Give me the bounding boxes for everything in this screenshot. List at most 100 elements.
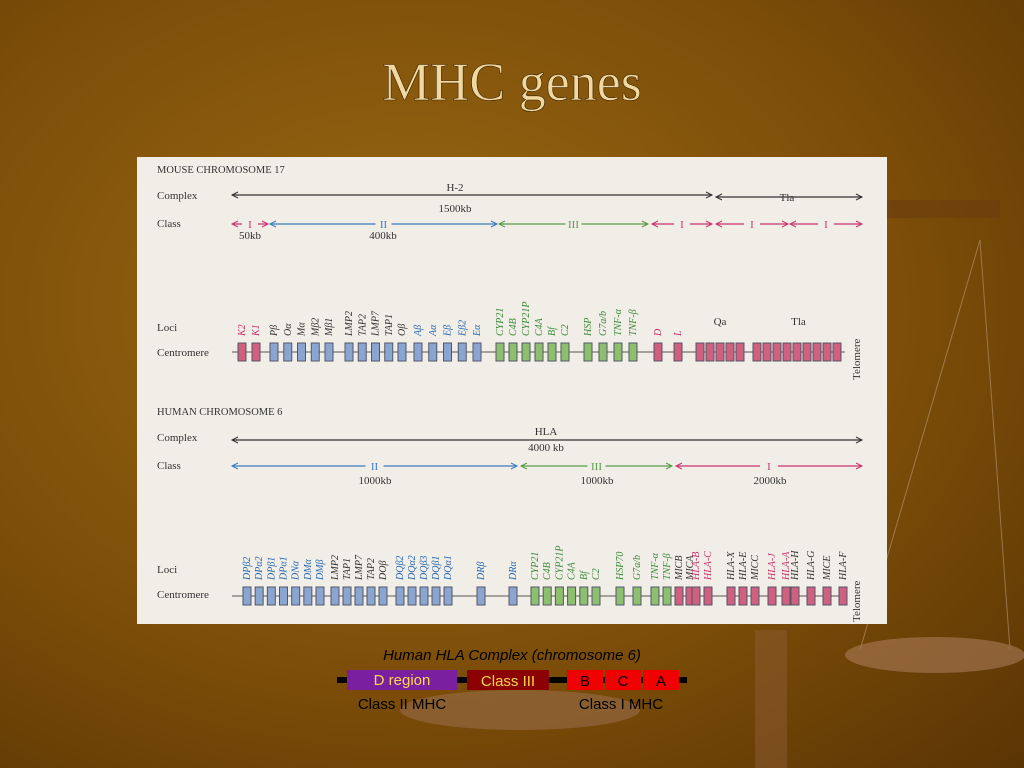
- gene-box: [344, 342, 354, 362]
- gene-label: C2: [560, 324, 571, 336]
- gene-label: TAP1: [384, 314, 395, 336]
- gene-label: HSP70: [615, 552, 626, 581]
- gene-box: [674, 586, 684, 606]
- class-label-bg: [365, 460, 384, 472]
- gene-label: Bf: [547, 326, 558, 336]
- a-label: A: [656, 673, 666, 690]
- gene-box: [673, 342, 683, 362]
- gene-label: CYP21: [530, 552, 541, 580]
- gene-box: [342, 586, 352, 606]
- gene-label: HLA-X: [726, 551, 737, 581]
- class-label-bg: [242, 218, 258, 230]
- gene-box: [457, 342, 467, 362]
- class-size: 50kb: [239, 230, 262, 242]
- gene-box: [324, 342, 334, 362]
- class-label: II: [371, 461, 379, 473]
- class-label: II: [380, 219, 388, 231]
- hla-caption: Human HLA Complex (chromosome 6): [383, 647, 641, 664]
- gene-box: [615, 586, 625, 606]
- gene-box: [772, 342, 782, 362]
- gene-label: TAP1: [342, 558, 353, 580]
- gene-box: [767, 586, 777, 606]
- row-label: Centromere: [157, 347, 209, 359]
- region-label: Tla: [791, 316, 806, 328]
- gene-box: [812, 342, 822, 362]
- gene-box: [782, 342, 792, 362]
- gene-box: [384, 342, 394, 362]
- gene-box: [366, 586, 376, 606]
- row-label: Loci: [157, 564, 177, 576]
- gene-box: [242, 586, 252, 606]
- gene-box: [330, 586, 340, 606]
- gene-label: Bf: [579, 570, 590, 580]
- gene-box: [413, 342, 423, 362]
- class-size: 1000kb: [359, 475, 393, 487]
- gene-label: MICE: [822, 556, 833, 581]
- gene-label: MICB: [674, 556, 685, 581]
- gene-box: [530, 586, 540, 606]
- gene-box: [726, 586, 736, 606]
- gene-box: [752, 342, 762, 362]
- gene-label: HSP: [583, 318, 594, 337]
- gene-label: Mβ1: [324, 318, 335, 337]
- gene-box: [297, 342, 306, 362]
- class-label-bg: [565, 218, 582, 230]
- gene-box: [715, 342, 725, 362]
- gene-box: [695, 342, 705, 362]
- class-label: III: [568, 219, 579, 231]
- arrow-head: [230, 220, 270, 228]
- gene-box: [354, 586, 364, 606]
- arrow-head: [674, 462, 864, 470]
- gene-box: [790, 586, 800, 606]
- gene-label: Mα: [297, 322, 308, 337]
- gene-box: [781, 586, 791, 606]
- gene-label: HLA-A: [781, 551, 792, 581]
- gene-box: [508, 342, 518, 362]
- gene-label: HLA-C: [703, 551, 714, 581]
- class-size: 400kb: [369, 230, 397, 242]
- gene-label: DRβ: [476, 562, 487, 581]
- gene-label: LMP2: [330, 555, 341, 581]
- gene-box: [508, 586, 518, 606]
- gene-box: [632, 586, 642, 606]
- gene-label: TNF-β: [628, 309, 639, 336]
- gene-label: TAP2: [366, 558, 377, 580]
- gene-label: DRα: [508, 561, 519, 581]
- gene-label: K1: [251, 324, 262, 337]
- gene-box: [547, 342, 557, 362]
- gene-box: [725, 342, 735, 362]
- row-label: Class: [157, 218, 181, 230]
- class3-label: Class III: [481, 673, 535, 690]
- region-label: Qa: [714, 316, 727, 328]
- gene-box: [269, 342, 279, 362]
- gene-label: DNα: [291, 560, 302, 581]
- section-header: MOUSE CHROMOSOME 17: [157, 165, 285, 176]
- class-label-bg: [818, 218, 834, 230]
- class-size: 2000kb: [754, 475, 788, 487]
- gene-label: Oβ: [397, 324, 408, 336]
- gene-label: LMP7: [354, 554, 365, 581]
- arrow-head: [714, 220, 790, 228]
- gene-box: [476, 586, 486, 606]
- gene-label: C4A: [567, 561, 578, 580]
- telomere: Telomere: [851, 339, 863, 380]
- gene-box: [583, 342, 593, 362]
- gene-box: [443, 586, 453, 606]
- gene-label: LMP2: [344, 311, 355, 337]
- gene-box: [822, 586, 832, 606]
- gene-label: DQβ3: [419, 556, 430, 581]
- gene-label: DPβ2: [242, 557, 253, 581]
- gene-box: [266, 586, 276, 606]
- gene-label: DQα2: [407, 555, 418, 581]
- complex-size: 4000 kb: [528, 442, 564, 454]
- gene-box: [310, 342, 320, 362]
- gene-box: [397, 342, 407, 362]
- gene-box: [554, 586, 564, 606]
- arrow-head: [230, 462, 519, 470]
- gene-box: [428, 342, 438, 362]
- gene-box: [806, 586, 816, 606]
- gene-box: [419, 586, 429, 606]
- gene-box: [378, 586, 388, 606]
- gene-label: CYP21P: [521, 302, 532, 336]
